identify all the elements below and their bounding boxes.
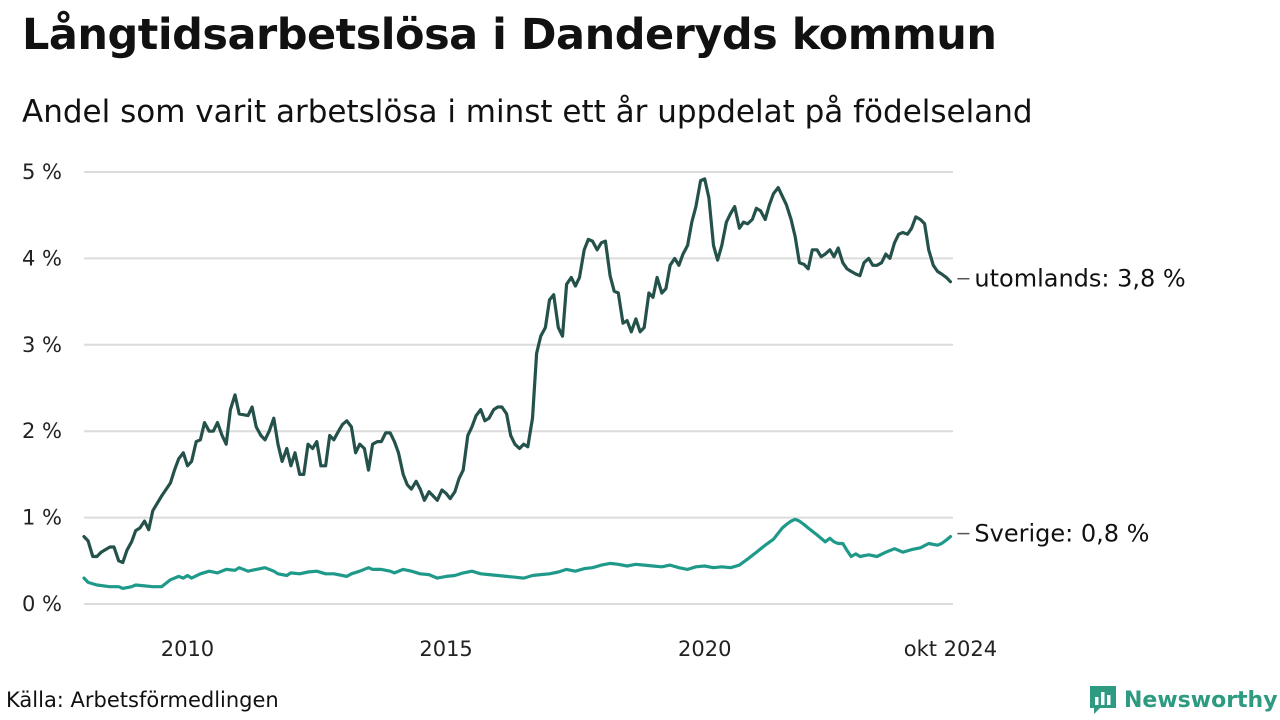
x-axis-tick-labels: 2010 2015 2020 okt 2024 [161,637,997,661]
y-tick-label: 3 % [22,333,62,357]
x-tick-label: 2010 [161,637,214,661]
end-labels: utomlands: 3,8 % Sverige: 0,8 % [957,265,1186,548]
newsworthy-logo-icon [1090,686,1116,714]
y-tick-label: 2 % [22,419,62,443]
series-line-sverige [82,517,952,590]
brand-name: Newsworthy [1124,687,1278,713]
x-tick-label: okt 2024 [904,637,997,661]
chart-title: Långtidsarbetslösa i Danderyds kommun [22,10,997,60]
y-tick-label: 1 % [22,506,62,530]
end-label-utomlands: utomlands: 3,8 % [974,265,1185,293]
grid-lines [84,171,953,605]
y-tick-label: 5 % [22,160,62,184]
end-label-sverige: Sverige: 0,8 % [974,520,1149,548]
brand-logo: Newsworthy [1088,684,1278,716]
y-tick-label: 0 % [22,592,62,616]
x-tick-label: 2015 [419,637,472,661]
series-line-utomlands [82,177,952,565]
x-tick-label: 2020 [678,637,731,661]
chart-subtitle: Andel som varit arbetslösa i minst ett å… [22,94,1033,130]
series-lines [82,177,952,590]
source-credit: Källa: Arbetsförmedlingen [6,688,279,712]
y-tick-label: 4 % [22,246,62,270]
y-axis-tick-labels: 0 % 1 % 2 % 3 % 4 % 5 % [22,160,62,616]
